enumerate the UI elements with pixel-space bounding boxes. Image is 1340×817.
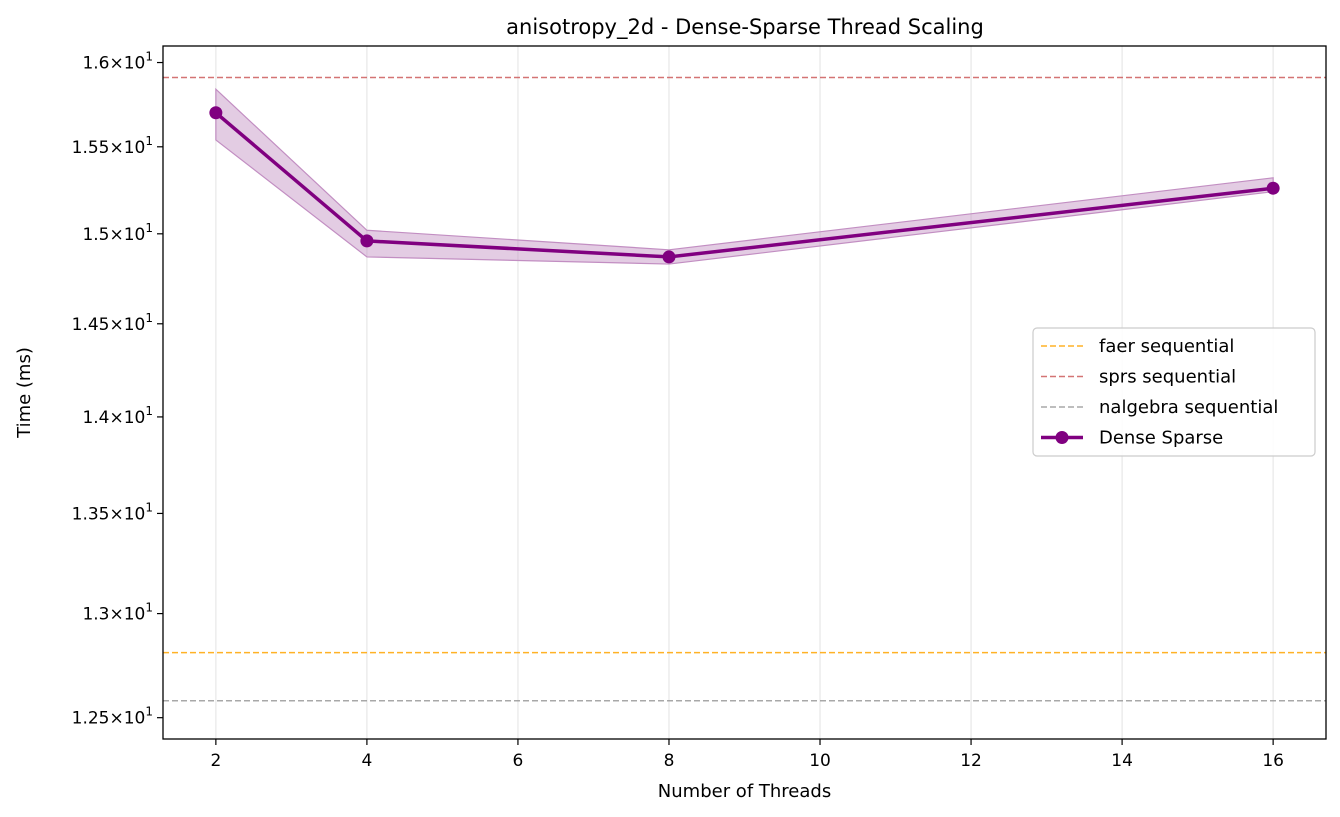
x-tick-label: 16 (1262, 751, 1284, 771)
x-tick-label: 10 (809, 751, 831, 771)
x-tick-label: 14 (1111, 751, 1133, 771)
y-tick-label: 1.5×101 (82, 221, 153, 245)
legend-items: faer sequential sprs sequential nalgebra s… (1041, 336, 1278, 449)
y-tick-label: 1.25×101 (72, 705, 153, 729)
plot-frame (162, 45, 1327, 740)
y-tick-label: 1.3×101 (82, 601, 153, 625)
chart-title: anisotropy_2d - Dense-Sparse Thread Scal… (506, 15, 984, 40)
x-axis-ticks: 2 4 6 8 10 12 14 16 (210, 739, 1284, 771)
legend-label: faer sequential (1099, 336, 1234, 357)
y-axis-label: Time (ms) (14, 347, 35, 439)
data-point (662, 250, 676, 264)
series-lines (214, 111, 1274, 259)
y-tick-label: 1.4×101 (82, 404, 153, 428)
legend-label: nalgebra sequential (1099, 397, 1278, 418)
x-tick-label: 8 (664, 751, 675, 771)
y-axis-ticks: 1.25×101 1.3×101 1.35×101 1.4×101 1.45×101 1.… (72, 50, 163, 729)
x-tick-label: 2 (210, 751, 221, 771)
legend-label: sprs sequential (1099, 367, 1236, 388)
data-points (209, 106, 1280, 264)
reference-lines (163, 76, 1326, 702)
data-point (1266, 181, 1280, 195)
legend: faer sequential sprs sequential nalgebra s… (1032, 327, 1316, 457)
x-gridlines (215, 46, 1274, 739)
series-line (214, 111, 1274, 259)
x-tick-label: 6 (513, 751, 524, 771)
x-tick-label: 12 (960, 751, 982, 771)
y-tick-label: 1.55×101 (72, 134, 153, 158)
legend-label: Dense Sparse (1099, 428, 1223, 449)
data-point (360, 234, 374, 248)
x-axis-label: Number of Threads (658, 781, 831, 802)
legend-marker (1055, 431, 1069, 444)
y-tick-label: 1.6×101 (82, 50, 153, 74)
y-tick-label: 1.35×101 (72, 500, 153, 524)
data-point (209, 106, 223, 120)
x-tick-label: 4 (361, 751, 372, 771)
legend-box (1032, 327, 1316, 457)
y-tick-label: 1.45×101 (72, 311, 153, 335)
